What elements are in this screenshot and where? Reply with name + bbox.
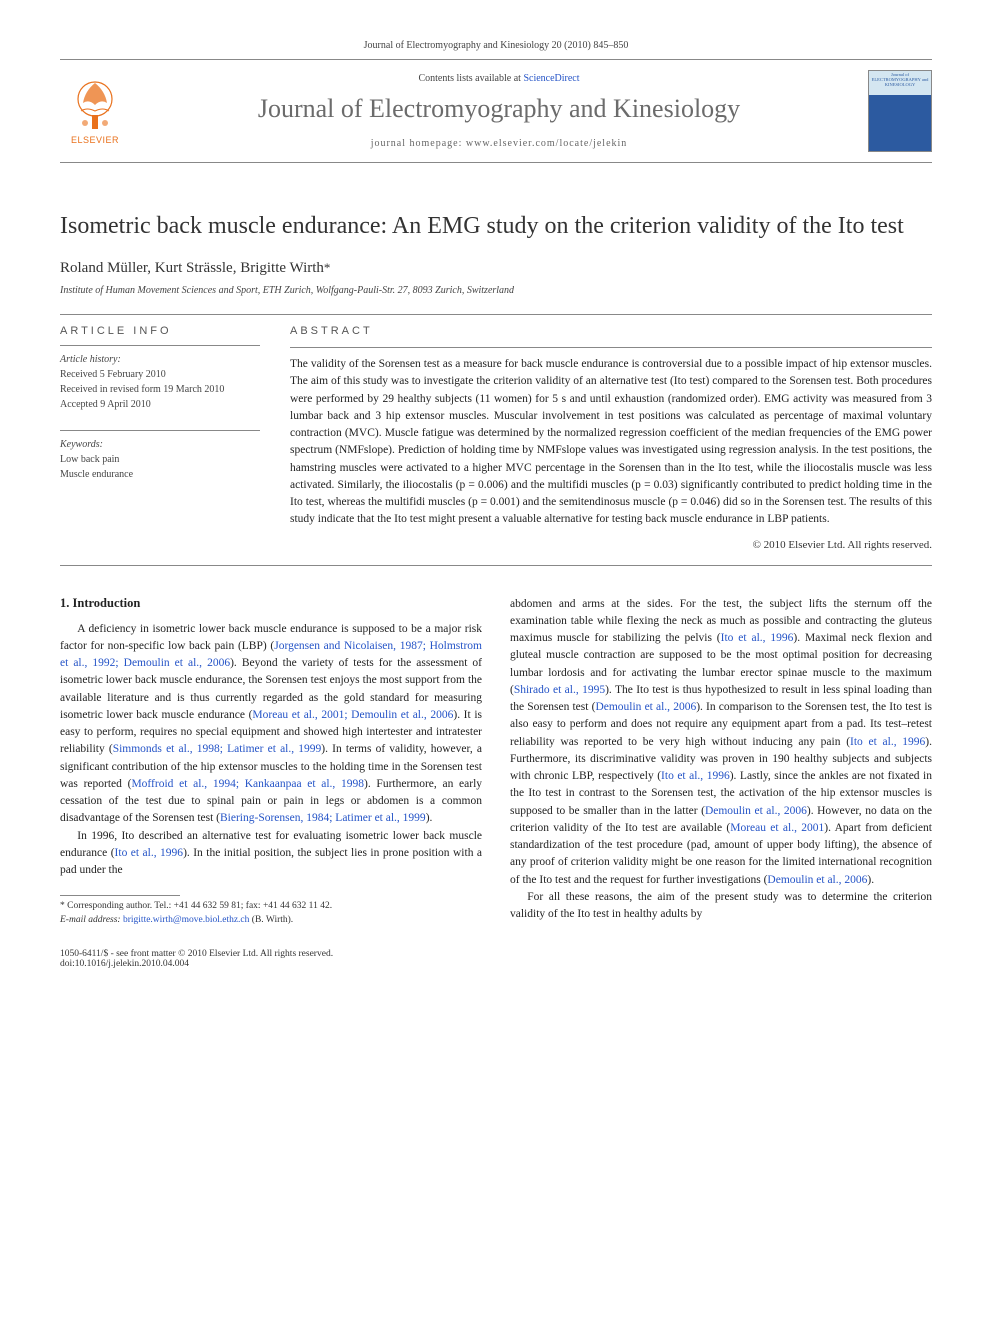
corresponding-author-mark: * — [324, 260, 331, 275]
citation-link[interactable]: Moffroid et al., 1994; Kankaanpaa et al.… — [131, 778, 364, 790]
abstract-heading: ABSTRACT — [290, 325, 932, 337]
keyword: Low back pain — [60, 452, 260, 467]
citation-link[interactable]: Ito et al., 1996 — [721, 632, 794, 644]
article-title: Isometric back muscle endurance: An EMG … — [60, 211, 932, 242]
authors-line: Roland Müller, Kurt Strässle, Brigitte W… — [60, 260, 932, 277]
section-heading-introduction: 1. Introduction — [60, 596, 482, 611]
citation-link[interactable]: Demoulin et al., 2006 — [767, 874, 867, 886]
article-info-block: ARTICLE INFO Article history: Received 5… — [60, 325, 260, 551]
accepted-date: Accepted 9 April 2010 — [60, 397, 260, 412]
body-column-right: abdomen and arms at the sides. For the t… — [510, 596, 932, 927]
footnote-separator — [60, 895, 180, 896]
email-label: E-mail address: — [60, 915, 123, 925]
publisher-logo[interactable]: ELSEVIER — [60, 72, 130, 150]
journal-title: Journal of Electromyography and Kinesiol… — [146, 94, 852, 124]
page-footer: 1050-6411/$ - see front matter © 2010 El… — [60, 949, 932, 969]
paragraph: abdomen and arms at the sides. For the t… — [510, 596, 932, 889]
keyword: Muscle endurance — [60, 467, 260, 482]
elsevier-tree-icon — [67, 77, 123, 133]
paragraph: A deficiency in isometric lower back mus… — [60, 621, 482, 828]
doi-line: doi:10.1016/j.jelekin.2010.04.004 — [60, 959, 333, 969]
citation-link[interactable]: Shirado et al., 1995 — [514, 684, 605, 696]
affiliation: Institute of Human Movement Sciences and… — [60, 285, 932, 296]
citation-link[interactable]: Demoulin et al., 2006 — [705, 805, 807, 817]
sciencedirect-link[interactable]: ScienceDirect — [523, 73, 579, 84]
citation-link[interactable]: Moreau et al., 2001 — [730, 822, 824, 834]
article-history-label: Article history: — [60, 352, 260, 367]
email-footnote: E-mail address: brigitte.wirth@move.biol… — [60, 914, 482, 927]
homepage-url[interactable]: www.elsevier.com/locate/jelekin — [466, 138, 627, 149]
contents-prefix: Contents lists available at — [418, 73, 523, 84]
article-info-heading: ARTICLE INFO — [60, 325, 260, 337]
abstract-rule — [290, 347, 932, 348]
contents-available-line: Contents lists available at ScienceDirec… — [146, 73, 852, 84]
citation-link[interactable]: Ito et al., 1996 — [850, 736, 925, 748]
citation-link[interactable]: Simmonds et al., 1998; Latimer et al., 1… — [113, 743, 322, 755]
journal-homepage: journal homepage: www.elsevier.com/locat… — [146, 138, 852, 149]
paragraph: In 1996, Ito described an alternative te… — [60, 828, 482, 880]
citation-link[interactable]: Biering-Sorensen, 1984; Latimer et al., … — [220, 812, 426, 824]
received-date: Received 5 February 2010 — [60, 367, 260, 382]
citation-link[interactable]: Moreau et al., 2001; Demoulin et al., 20… — [252, 709, 453, 721]
publisher-name: ELSEVIER — [71, 135, 119, 145]
keywords-label: Keywords: — [60, 437, 260, 452]
authors-names: Roland Müller, Kurt Strässle, Brigitte W… — [60, 260, 324, 276]
corresponding-author-footnote: * Corresponding author. Tel.: +41 44 632… — [60, 900, 482, 913]
journal-cover-thumbnail[interactable]: Journal of ELECTROMYOGRAPHY and KINESIOL… — [868, 70, 932, 152]
email-link[interactable]: brigitte.wirth@move.biol.ethz.ch — [123, 915, 249, 925]
journal-reference: Journal of Electromyography and Kinesiol… — [60, 40, 932, 51]
citation-link[interactable]: Demoulin et al., 2006 — [595, 701, 696, 713]
info-rule-1 — [60, 345, 260, 346]
abstract-block: ABSTRACT The validity of the Sorensen te… — [290, 325, 932, 551]
masthead: ELSEVIER Contents lists available at Sci… — [60, 59, 932, 163]
citation-link[interactable]: Ito et al., 1996 — [661, 770, 730, 782]
issn-copyright-line: 1050-6411/$ - see front matter © 2010 El… — [60, 949, 333, 959]
abstract-copyright: © 2010 Elsevier Ltd. All rights reserved… — [290, 539, 932, 551]
homepage-prefix: journal homepage: — [371, 138, 466, 149]
rule-bottom — [60, 565, 932, 566]
rule-top — [60, 314, 932, 315]
body-column-left: 1. Introduction A deficiency in isometri… — [60, 596, 482, 927]
email-suffix: (B. Wirth). — [249, 915, 293, 925]
abstract-text: The validity of the Sorensen test as a m… — [290, 356, 932, 529]
paragraph: For all these reasons, the aim of the pr… — [510, 889, 932, 924]
body-text: ). — [426, 812, 433, 824]
citation-link[interactable]: Ito et al., 1996 — [115, 847, 184, 859]
revised-date: Received in revised form 19 March 2010 — [60, 382, 260, 397]
body-text: ). — [867, 874, 874, 886]
journal-cover-text: Journal of ELECTROMYOGRAPHY and KINESIOL… — [871, 73, 929, 88]
info-rule-2 — [60, 430, 260, 431]
